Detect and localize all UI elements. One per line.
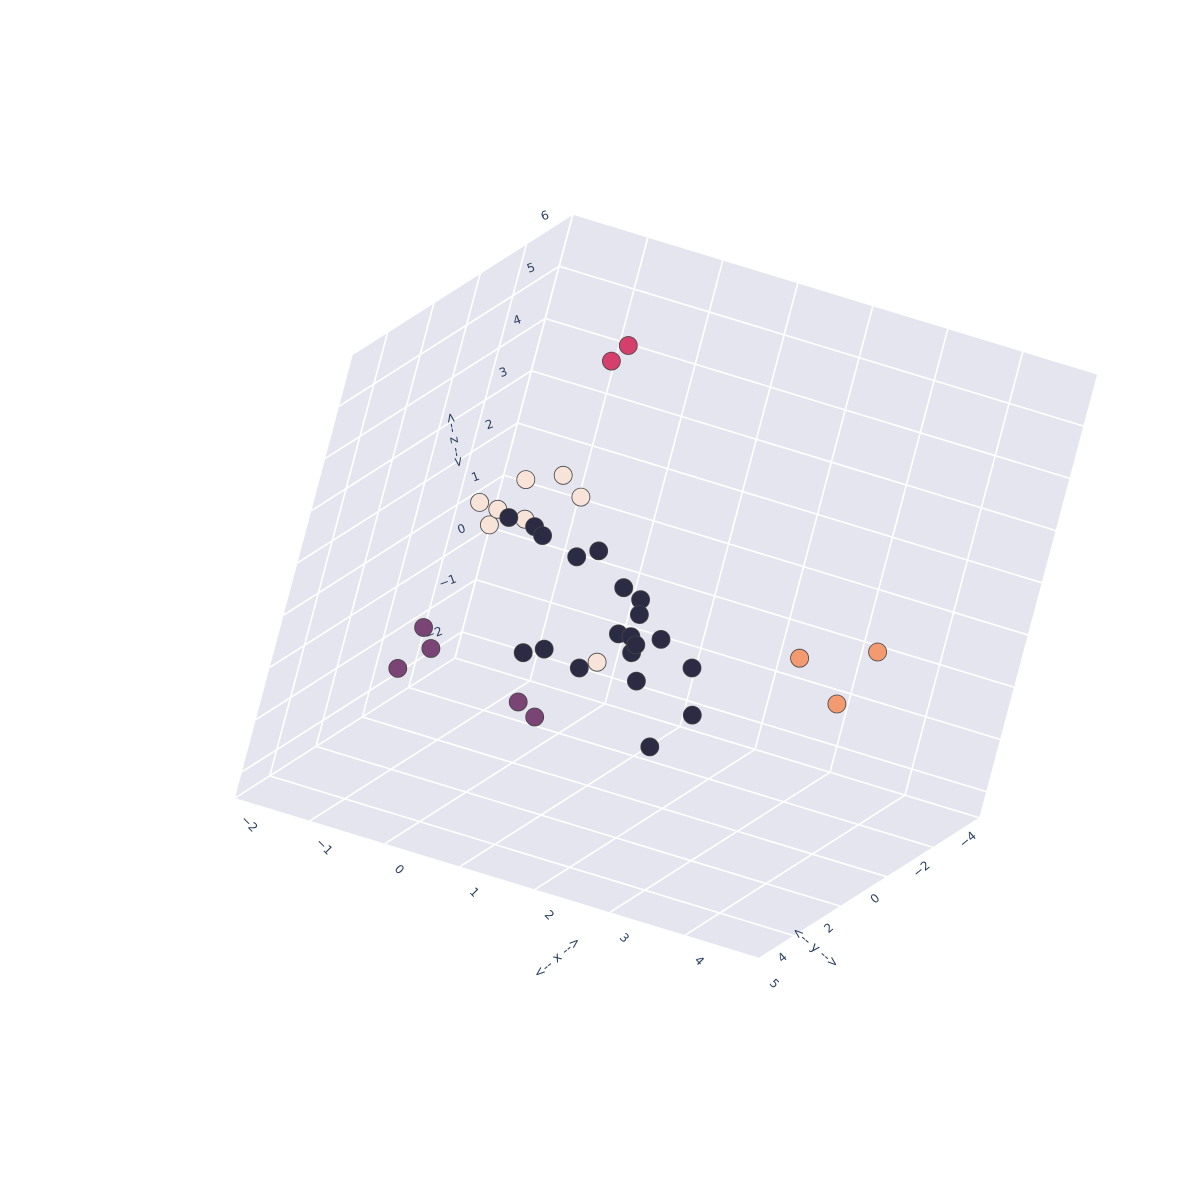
data-point-cluster-0: [533, 526, 552, 545]
data-point-cluster-0: [640, 737, 660, 757]
x-tick-label: 1: [467, 885, 482, 900]
data-point-cluster-0: [589, 541, 609, 561]
data-point-cluster-1: [553, 465, 573, 485]
data-point-cluster-1: [587, 652, 607, 672]
data-point-cluster-0: [627, 671, 646, 691]
data-point-cluster-1: [516, 470, 536, 490]
grid-line-y-wall: [454, 213, 574, 659]
y-tick-label: 0: [868, 891, 883, 907]
grid-line-z-xwall: [297, 422, 518, 564]
grid-line-y-wall: [315, 302, 435, 747]
grid-line-x-floor: [234, 657, 456, 799]
grid-line-x-wall: [529, 236, 649, 682]
grid-line-x-floor: [384, 703, 606, 845]
y-tick-label: 4: [775, 950, 790, 966]
grid-line-x-floor: [759, 817, 981, 959]
grid-line-y-wall: [361, 272, 482, 718]
x-tick-label: −1: [313, 835, 335, 857]
x-tick-label: 5: [767, 976, 782, 991]
data-point-cluster-3: [827, 694, 847, 714]
data-point-cluster-0: [651, 630, 671, 649]
grid-line-x-floor: [609, 771, 831, 913]
z-tick-label: 6: [539, 208, 551, 224]
z-tick-label: 1: [469, 469, 481, 485]
y-tick-label: 2: [821, 920, 836, 936]
grid-line-y-wall: [268, 331, 389, 777]
floor-plane: [235, 658, 980, 958]
x-tick-label: 3: [617, 930, 632, 945]
data-point-cluster-2: [618, 336, 638, 355]
grid-line-y-floor: [454, 657, 981, 819]
grid-line-z-xwall: [283, 474, 505, 616]
grid-line-x-wall: [829, 328, 949, 773]
data-point-cluster-4: [388, 659, 408, 678]
data-point-cluster-0: [630, 605, 649, 624]
grid-line-z-ywall: [558, 265, 1085, 428]
grid-line-z-ywall: [461, 631, 988, 793]
data-point-cluster-1: [571, 487, 591, 507]
x-tick-label: −2: [238, 812, 260, 834]
data-points: [388, 336, 887, 757]
grid-line-y-floor: [362, 716, 888, 878]
data-point-cluster-0: [513, 643, 533, 663]
data-point-cluster-4: [525, 707, 545, 727]
data-point-cluster-0: [567, 547, 587, 567]
y-tick-label: −4: [956, 829, 979, 851]
data-point-cluster-0: [682, 705, 702, 725]
grid-line-y-floor: [315, 745, 842, 908]
data-point-cluster-0: [569, 658, 589, 678]
data-point-cluster-4: [421, 639, 441, 658]
grid-lines: [234, 213, 1099, 959]
grid-line-z-xwall: [310, 370, 532, 512]
grid-line-y-floor: [269, 775, 795, 937]
grid-line-z-xwall: [338, 265, 560, 407]
grid-line-z-ywall: [517, 422, 1043, 584]
data-point-cluster-0: [534, 639, 554, 659]
data-point-cluster-1: [479, 515, 499, 535]
data-point-cluster-0: [682, 658, 702, 678]
data-point-cluster-1: [470, 492, 490, 512]
grid-line-x-floor: [309, 680, 531, 822]
z-tick-label: 5: [525, 260, 537, 276]
z-tick-label: 2: [483, 417, 495, 433]
grid-line-z-ywall: [531, 369, 1057, 532]
z-tick-label: 3: [497, 364, 509, 380]
grid-line-z-ywall: [572, 213, 1099, 375]
z-tick-label: 0: [456, 521, 468, 537]
data-point-cluster-3: [868, 642, 887, 662]
grid-line-y-wall: [407, 243, 528, 688]
grid-line-z-ywall: [503, 474, 1029, 636]
grid-line-x-floor: [684, 794, 906, 936]
data-point-cluster-0: [626, 635, 646, 655]
grid-line-z-xwall: [255, 578, 477, 721]
z-tick-label: −1: [437, 572, 458, 591]
grid-line-x-wall: [904, 350, 1024, 796]
x-axis-title: <-- x -->: [531, 934, 584, 982]
data-point-cluster-0: [614, 578, 634, 598]
data-point-cluster-3: [790, 648, 809, 668]
x-tick-label: 4: [692, 953, 707, 968]
data-point-cluster-2: [602, 351, 621, 371]
x-wall-plane: [235, 214, 573, 798]
grid-line-x-wall: [679, 282, 799, 727]
data-point-cluster-4: [414, 618, 434, 637]
x-tick-label: 2: [542, 907, 557, 922]
x-tick-label: 0: [392, 862, 407, 877]
grid-line-x-wall: [979, 373, 1099, 819]
z-tick-label: 4: [511, 312, 523, 328]
grid-line-x-floor: [534, 748, 756, 891]
grid-line-x-wall: [754, 305, 874, 750]
grid-line-z-xwall: [352, 213, 574, 355]
data-point-cluster-4: [508, 692, 528, 712]
grid-line-z-ywall: [475, 578, 1002, 741]
data-point-cluster-0: [499, 508, 519, 527]
grid-line-z-xwall: [269, 526, 491, 669]
grid-line-z-xwall: [324, 317, 546, 460]
y-tick-label: −2: [910, 858, 933, 880]
grid-line-y-floor: [408, 686, 934, 849]
